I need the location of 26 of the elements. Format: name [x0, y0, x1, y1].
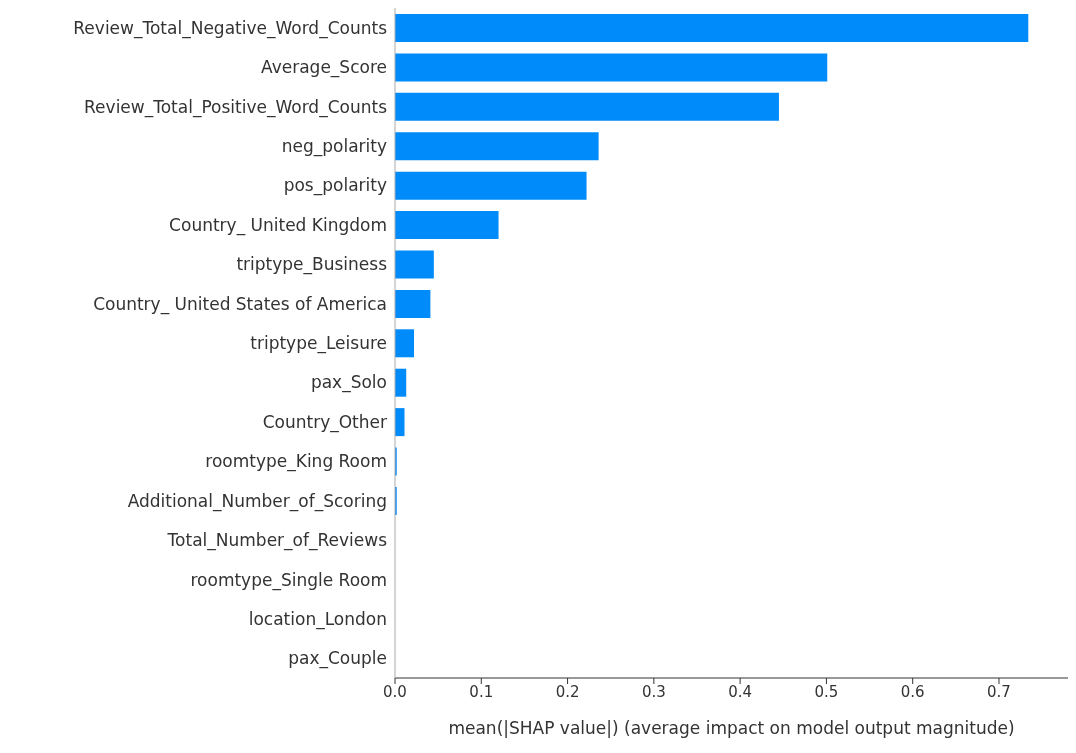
y-tick-label: Average_Score — [261, 57, 387, 79]
x-tick-label: 0.1 — [469, 682, 494, 701]
y-tick-label: roomtype_Single Room — [190, 569, 387, 591]
y-tick-label: triptype_Business — [236, 254, 388, 276]
y-tick-label: pax_Couple — [288, 648, 387, 670]
x-tick-label: 0.3 — [641, 682, 666, 701]
y-tick-label: Country_ United States of America — [93, 293, 387, 315]
y-tick-label: Review_Total_Positive_Word_Counts — [84, 96, 388, 118]
y-tick-label: Review_Total_Negative_Word_Counts — [73, 17, 388, 39]
y-tick-label: Country_Other — [262, 411, 387, 433]
x-tick-label: 0.7 — [987, 682, 1011, 701]
x-tick-label: 0.6 — [900, 682, 925, 701]
x-tick-label: 0.5 — [814, 682, 839, 701]
x-tick-label: 0.2 — [555, 682, 580, 701]
y-tick-label: Additional_Number_of_Scoring — [127, 490, 387, 512]
y-tick-label: roomtype_King Room — [205, 451, 387, 473]
x-tick-label: 0.0 — [383, 682, 407, 701]
y-tick-label: neg_polarity — [281, 135, 387, 157]
y-tick-label: pax_Solo — [310, 372, 387, 394]
y-tick-label: Total_Number_of_Reviews — [166, 530, 388, 552]
y-tick-label: triptype_Leisure — [250, 333, 387, 355]
y-tick-label: pos_polarity — [283, 175, 387, 197]
x-tick-label: 0.4 — [728, 682, 753, 701]
y-tick-label: location_London — [248, 608, 387, 630]
y-tick-label: Country_ United Kingdom — [169, 214, 387, 236]
x-axis-title: mean(|SHAP value|) (average impact on model output magnitude) — [448, 718, 1015, 738]
